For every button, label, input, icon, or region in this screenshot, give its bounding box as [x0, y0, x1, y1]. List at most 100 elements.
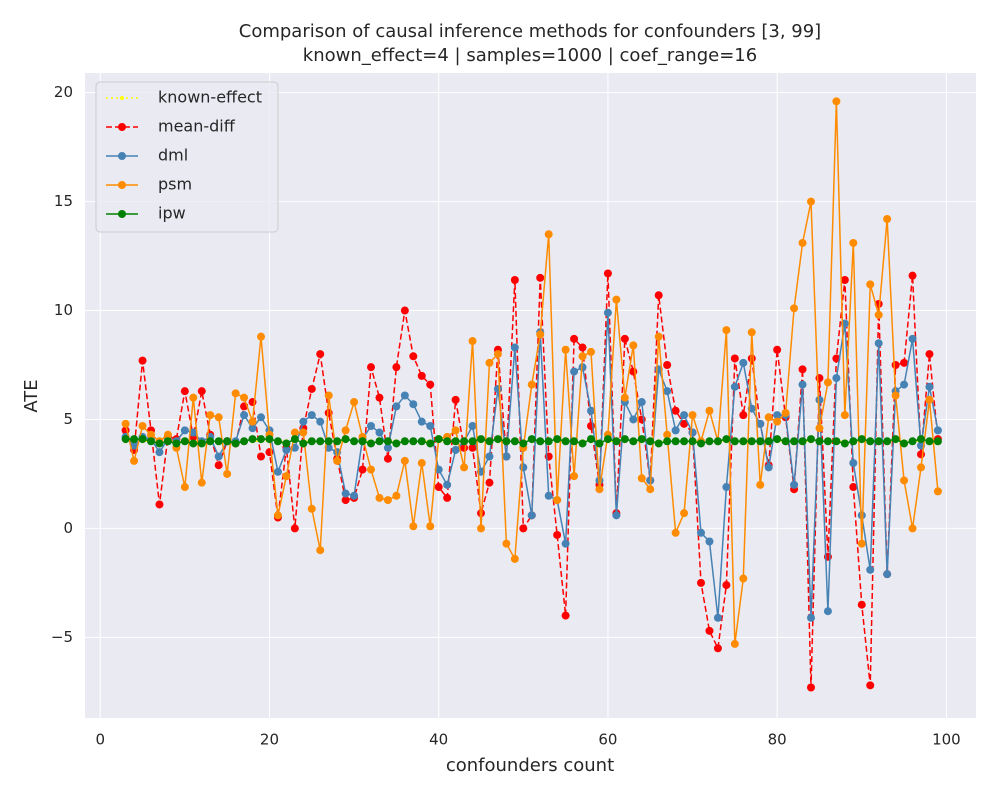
point [925, 350, 934, 359]
point [764, 463, 773, 472]
point [417, 417, 426, 426]
point [603, 308, 612, 317]
point [273, 437, 282, 446]
point [392, 491, 401, 500]
point [629, 367, 638, 376]
point [223, 437, 232, 446]
point [341, 496, 350, 505]
point [493, 384, 502, 393]
point [883, 570, 892, 579]
point [840, 439, 849, 448]
point [350, 491, 359, 500]
point [426, 380, 435, 389]
point [773, 435, 782, 444]
x-tick-label: 40 [429, 731, 448, 749]
point [832, 374, 841, 383]
point [553, 435, 562, 444]
point [578, 439, 587, 448]
point [477, 524, 485, 533]
point [510, 276, 519, 285]
point [519, 524, 528, 533]
point [290, 524, 299, 533]
y-tick-label: 0 [63, 519, 73, 537]
point [840, 276, 849, 285]
point [908, 524, 917, 533]
point [392, 402, 401, 411]
point [180, 483, 189, 492]
point [900, 380, 909, 389]
point [333, 456, 342, 465]
point [705, 406, 714, 415]
point [147, 430, 155, 439]
point [180, 426, 189, 435]
point [713, 613, 722, 622]
point [375, 428, 384, 437]
point [451, 445, 460, 454]
point [620, 334, 629, 343]
point [375, 493, 384, 502]
point [773, 417, 782, 426]
point [121, 435, 130, 444]
point [375, 393, 384, 402]
point [383, 437, 392, 446]
x-tick-label: 100 [932, 731, 961, 749]
point [341, 426, 350, 435]
point [688, 428, 697, 437]
point [434, 435, 443, 444]
point [163, 437, 172, 446]
legend-label: known-effect [158, 88, 262, 107]
point [189, 393, 198, 402]
point [400, 437, 409, 446]
point [629, 415, 638, 424]
point [807, 613, 815, 622]
point [722, 483, 731, 492]
point [883, 437, 892, 446]
y-tick-label: 20 [54, 83, 73, 101]
point [544, 230, 553, 239]
point [299, 428, 308, 437]
point [908, 334, 917, 343]
point [730, 639, 739, 648]
point [612, 437, 621, 446]
point [240, 393, 249, 402]
chart-subtitle: known_effect=4 | samples=1000 | coef_ran… [303, 45, 757, 66]
point [747, 437, 756, 446]
point [502, 452, 511, 461]
point [138, 435, 147, 444]
point [519, 463, 528, 472]
point [823, 378, 832, 387]
point [536, 273, 545, 282]
point [917, 463, 925, 472]
point [917, 450, 925, 459]
point [206, 437, 215, 446]
point [248, 417, 257, 426]
point [925, 395, 934, 404]
point [375, 437, 384, 446]
point [197, 439, 206, 448]
point [747, 328, 756, 337]
point [231, 439, 240, 448]
point [223, 469, 232, 478]
point [773, 411, 782, 420]
point [316, 417, 325, 426]
point [299, 439, 308, 448]
point [570, 367, 579, 376]
legend-marker [118, 123, 126, 131]
point [781, 437, 790, 446]
point [383, 443, 392, 452]
point [417, 371, 426, 380]
point [654, 332, 663, 341]
point [451, 426, 460, 435]
point [257, 413, 265, 422]
point [815, 424, 824, 433]
point [646, 485, 655, 494]
point [307, 411, 316, 420]
point [324, 437, 333, 446]
point [849, 437, 858, 446]
point [231, 389, 240, 398]
point [299, 417, 308, 426]
point [561, 539, 570, 548]
point [392, 439, 401, 448]
point [172, 439, 181, 448]
point [807, 683, 815, 692]
